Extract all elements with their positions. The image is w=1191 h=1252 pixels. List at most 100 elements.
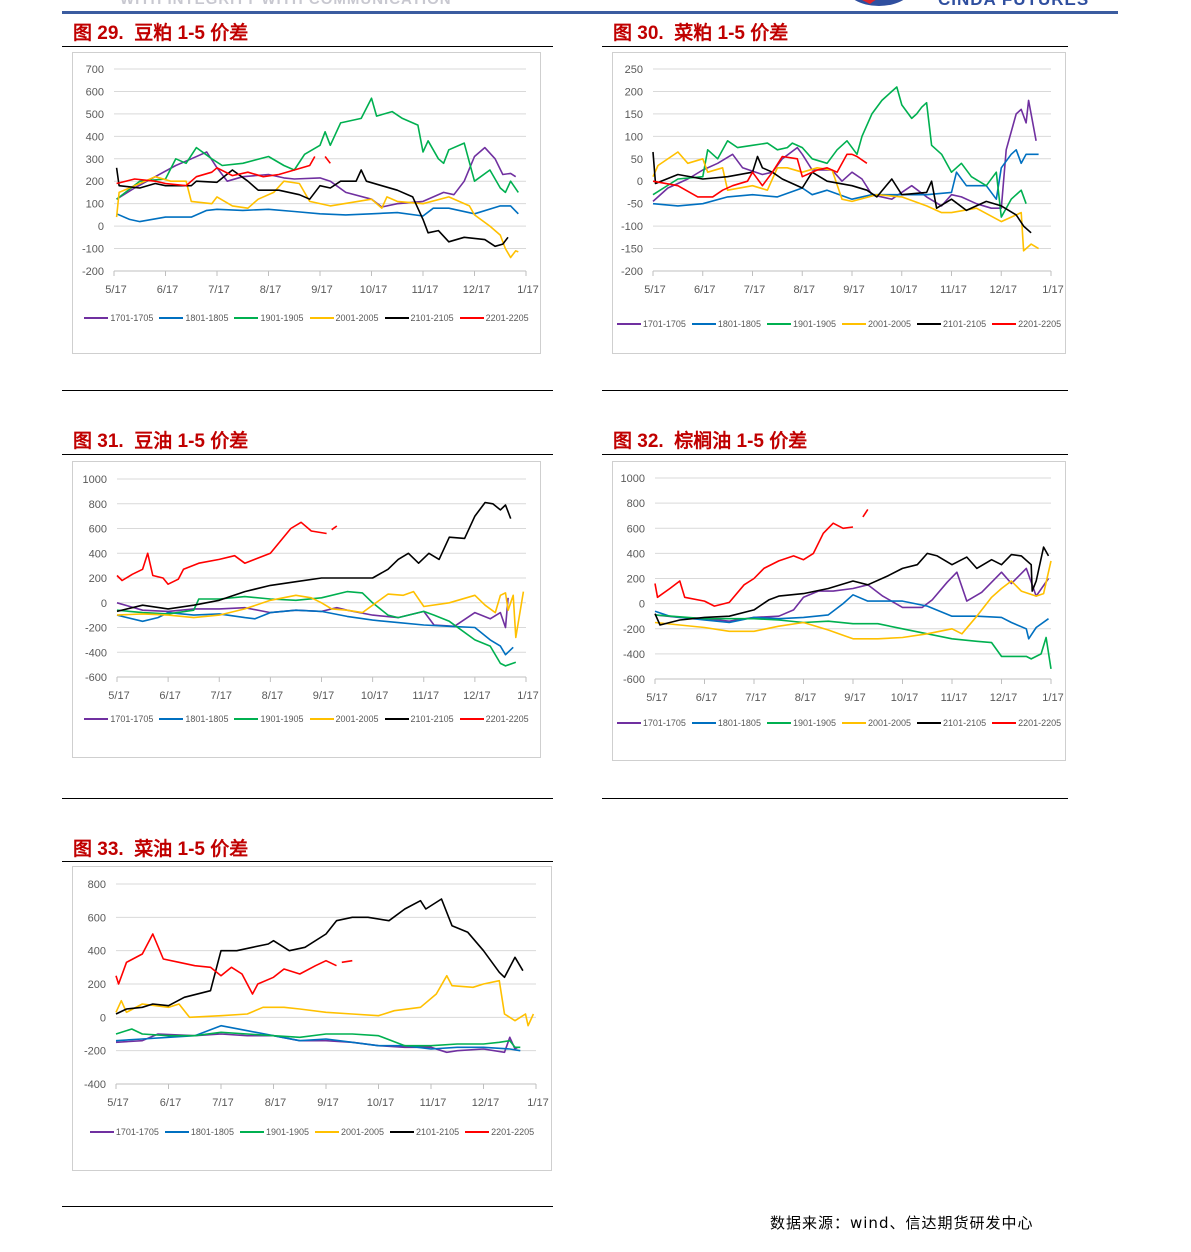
figure-30-title: 图 30. 菜粕 1-5 价差: [613, 23, 789, 44]
legend-swatch: [459, 718, 484, 720]
x-tick-label: 12/17: [990, 692, 1018, 704]
series-line-1701-1705: [652, 99, 1037, 209]
legend-label: 2001-2005: [341, 1127, 385, 1137]
x-tick-label: 8/17: [794, 284, 815, 296]
series-line-2101-2105: [652, 151, 1032, 234]
section-rule: [62, 1206, 553, 1207]
legend-item: 1701-1705: [84, 714, 153, 724]
series-line-2101-2105: [654, 546, 1050, 626]
chart-plot: 250 200 150 100 50 0 -50 -100 -150 -2005/17 6/17 7/…: [621, 64, 1064, 296]
legend-swatch: [917, 722, 942, 724]
legend-label: 2001-2005: [868, 718, 912, 728]
x-tick-label: 1/17: [1042, 284, 1063, 296]
x-tick-label: 12/17: [463, 284, 491, 296]
x-tick-label: 11/17: [941, 692, 968, 704]
x-tick-label: 10/17: [891, 692, 919, 704]
chart-30-rapeseed-meal-spread: 250 200 150 100 50 0 -50 -100 -150 -200 5/17 6/17 7/…: [612, 52, 1066, 354]
legend-swatch: [842, 323, 866, 325]
legend-swatch: [384, 718, 409, 720]
legend-item: 2001-2005: [842, 718, 911, 728]
chart-legend: 1701-1705 1801-1805 1901-1905 2001-2005 2101…: [613, 718, 1065, 728]
title-rule: [62, 46, 553, 47]
chart-legend: 1701-1705 1801-1805 1901-1905 2001-2005 2101…: [613, 319, 1065, 329]
legend-item: 1901-1905: [234, 714, 304, 724]
legend-label: 1701-1705: [115, 1127, 159, 1137]
legend-label: 2101-2105: [943, 319, 987, 329]
y-tick-label: -50: [627, 199, 643, 211]
y-tick-label: 150: [625, 109, 643, 121]
section-rule: [602, 390, 1068, 391]
legend-item: 2001-2005: [309, 714, 379, 724]
legend-item: 1901-1905: [766, 319, 836, 329]
legend-item: 1701-1705: [616, 319, 686, 329]
chart-29-soymeal-spread: 700 600 500 400 300 200 100 0 -100 -200 5/17 6/17 7/…: [72, 52, 541, 354]
legend-item: 2201-2205: [465, 1127, 534, 1137]
title-rule: [62, 454, 553, 455]
y-tick-label: 800: [627, 498, 645, 510]
legend-label: 1801-1805: [717, 718, 761, 728]
legend-swatch: [992, 722, 1017, 724]
legend-item: 2201-2205: [459, 714, 529, 724]
series-line-2201-2205: [115, 933, 337, 995]
legend-item: 1701-1705: [89, 1127, 159, 1137]
series-line-2001-2005: [116, 590, 525, 639]
legend-item: 1801-1805: [691, 319, 761, 329]
series-line-2101-2105: [116, 501, 512, 613]
legend-item: 1901-1905: [239, 1127, 309, 1137]
legend-swatch: [164, 1131, 189, 1133]
legend-swatch: [84, 718, 109, 720]
series-line-1901-1905: [115, 1028, 521, 1049]
legend-label: 2001-2005: [335, 714, 379, 724]
x-tick-label: 12/17: [472, 1097, 500, 1109]
legend-item: 1901-1905: [234, 313, 304, 323]
y-tick-label: -600: [623, 674, 645, 686]
legend-item: 1801-1805: [159, 714, 228, 724]
section-rule: [62, 390, 553, 391]
y-tick-label: 600: [88, 912, 106, 924]
x-tick-label: 1/17: [517, 284, 538, 296]
legend-item: 1901-1905: [766, 718, 836, 728]
y-tick-label: 0: [637, 176, 643, 188]
x-tick-label: 12/17: [463, 690, 491, 702]
y-tick-label: 400: [627, 548, 645, 560]
legend-item: 2101-2105: [384, 714, 454, 724]
x-tick-label: 6/17: [159, 690, 180, 702]
y-tick-label: -200: [84, 1046, 106, 1058]
y-tick-label: 0: [639, 599, 645, 611]
data-source-note: 数据来源：wind、信达期货研发中心: [770, 1214, 1034, 1232]
chart-legend: 1701-1705 1801-1805 1901-1905 2001-2005 2101…: [73, 1127, 551, 1137]
y-tick-label: -200: [85, 623, 107, 635]
legend-label: 1801-1805: [185, 714, 229, 724]
legend-label: 2001-2005: [335, 313, 379, 323]
section-rule: [602, 798, 1068, 799]
y-tick-label: -200: [623, 624, 645, 636]
series-line-1901-1905: [652, 86, 1027, 218]
legend-label: 2101-2105: [410, 714, 454, 724]
legend-item: 2001-2005: [309, 313, 379, 323]
header-brand: CINDA FUTURES: [938, 0, 1089, 10]
x-tick-label: 1/17: [527, 1097, 548, 1109]
x-tick-label: 10/17: [361, 690, 389, 702]
legend-swatch: [616, 722, 641, 724]
series-line-1901-1905: [654, 614, 1052, 670]
y-tick-label: -400: [85, 647, 107, 659]
title-rule: [602, 454, 1068, 455]
chart-plot: 700 600 500 400 300 200 100 0 -100 -2005/17 6/17 7/…: [82, 64, 539, 296]
y-tick-label: 200: [88, 979, 106, 991]
legend-label: 1801-1805: [717, 319, 761, 329]
legend-label: 2201-2205: [1018, 718, 1062, 728]
x-tick-label: 7/17: [208, 284, 229, 296]
series-line-1801-1805: [652, 149, 1039, 207]
legend-swatch: [384, 317, 409, 319]
y-tick-label: 250: [625, 64, 643, 76]
x-tick-label: 10/17: [367, 1097, 395, 1109]
legend-swatch: [234, 718, 259, 720]
legend-label: 2201-2205: [485, 313, 529, 323]
header-motto: WITH INTEGRITY WITH COMMUNICATION: [120, 0, 452, 8]
y-tick-label: 600: [627, 523, 645, 535]
series-line-1701-1705: [116, 146, 517, 208]
x-tick-label: 11/17: [940, 284, 967, 296]
chart-31-soybean-oil-spread: 1000 800 600 400 200 0 -200 -400 -600 5/17 6/17 7/1…: [72, 461, 541, 758]
x-tick-label: 7/17: [745, 692, 766, 704]
legend-label: 1701-1705: [642, 319, 686, 329]
